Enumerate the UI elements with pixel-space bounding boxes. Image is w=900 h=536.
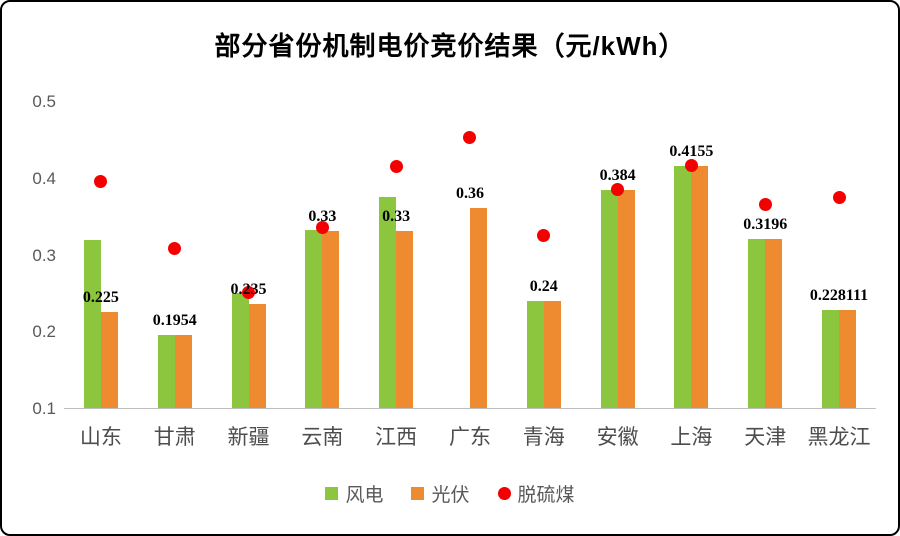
coal-benchmark-dot [94,175,108,189]
legend-marker-circle [497,487,511,500]
category-label: 山东 [79,426,122,449]
data-label: 0.4155 [669,142,714,160]
data-label: 0.384 [599,167,636,185]
chart-title: 部分省份机制电价竞价结果（元/kWh） [214,31,686,61]
solar-bar [174,334,192,408]
chart-group: 0.384 [581,102,655,408]
coal-benchmark-dot [389,160,403,174]
wind-bar [526,300,544,408]
legend-marker-square [411,487,425,500]
coal-benchmark-dot [684,159,698,173]
coal-benchmark-dot [315,220,329,234]
chart-group: 0.33 [285,102,359,408]
data-label: 0.3196 [743,216,788,234]
wind-bar [83,239,101,408]
solar-bar [100,312,118,408]
chart-group: 0.36 [433,102,507,408]
coal-benchmark-dot [832,191,846,205]
category-label: 甘肃 [153,426,196,449]
data-label: 0.235 [230,281,267,299]
data-label: 0.228111 [809,286,869,304]
wind-bar [674,165,692,408]
wind-bar [822,309,840,408]
coal-benchmark-dot [537,229,551,243]
category-label: 天津 [744,426,787,449]
y-tick-label: 0.3 [32,245,56,265]
coal-benchmark-dot [463,130,477,144]
category-label: 青海 [522,426,565,449]
solar-bar [839,309,857,408]
solar-bar [322,231,340,408]
category-label: 上海 [670,426,713,449]
chart-group: 0.33 [359,102,433,408]
chart-group: 0.228111 [802,102,876,408]
solar-bar [617,190,635,408]
wind-bar [231,292,249,408]
chart-group: 0.225 [64,102,138,408]
legend-label: 脱硫煤 [517,485,575,506]
bar-groups: 0.225 0.1954 0.235 0.33 0.33 0.36 0.24 0.384 0.4… [64,102,876,408]
category-label: 黑龙江 [807,426,871,449]
legend: 风电 光伏 脱硫煤 [2,480,898,507]
category-label: 广东 [448,426,491,449]
solar-bar [396,231,414,408]
coal-benchmark-dot [758,197,772,211]
coal-benchmark-dot [168,242,182,256]
data-label: 0.225 [82,289,119,307]
wind-bar [600,190,618,408]
wind-bar [379,196,397,408]
category-label: 云南 [301,426,344,449]
solar-bar [469,208,487,408]
data-label: 0.1954 [152,311,197,329]
solar-bar [765,239,783,408]
wind-bar [157,334,175,408]
chart-group: 0.3196 [728,102,802,408]
legend-item: 光伏 [411,480,470,507]
legend-label: 光伏 [431,485,470,506]
data-label: 0.24 [529,277,558,295]
y-tick-label: 0.4 [32,168,56,188]
chart-group: 0.235 [212,102,286,408]
solar-bar [543,300,561,408]
data-label: 0.33 [382,208,411,226]
solar-bar [691,165,709,408]
wind-bar [748,239,766,408]
y-tick-label: 0.5 [32,92,56,111]
wind-bar [305,229,323,408]
category-label: 江西 [375,426,418,449]
y-tick-label: 0.1 [32,399,56,418]
coal-benchmark-dot [242,286,256,300]
y-tick-label: 0.2 [32,322,56,342]
category-label: 新疆 [227,426,270,449]
legend-item: 脱硫煤 [497,480,575,507]
chart-group: 0.24 [507,102,581,408]
plot-area: 0.225 0.1954 0.235 0.33 0.33 0.36 0.24 0.384 0.4… [64,102,876,409]
legend-marker-square [325,487,339,500]
legend-label: 风电 [345,485,384,506]
category-label: 安徽 [596,426,639,449]
x-axis-labels: 山东 甘肃 新疆 云南 江西 广东 青海 安徽 上海 天津 黑龙江 [64,421,876,451]
chart-group: 0.4155 [655,102,729,408]
solar-bar [248,304,266,408]
chart-group: 0.1954 [138,102,212,408]
data-label: 0.36 [455,185,484,203]
legend-item: 风电 [325,480,383,507]
data-label: 0.33 [308,208,337,226]
coal-benchmark-dot [611,183,625,197]
